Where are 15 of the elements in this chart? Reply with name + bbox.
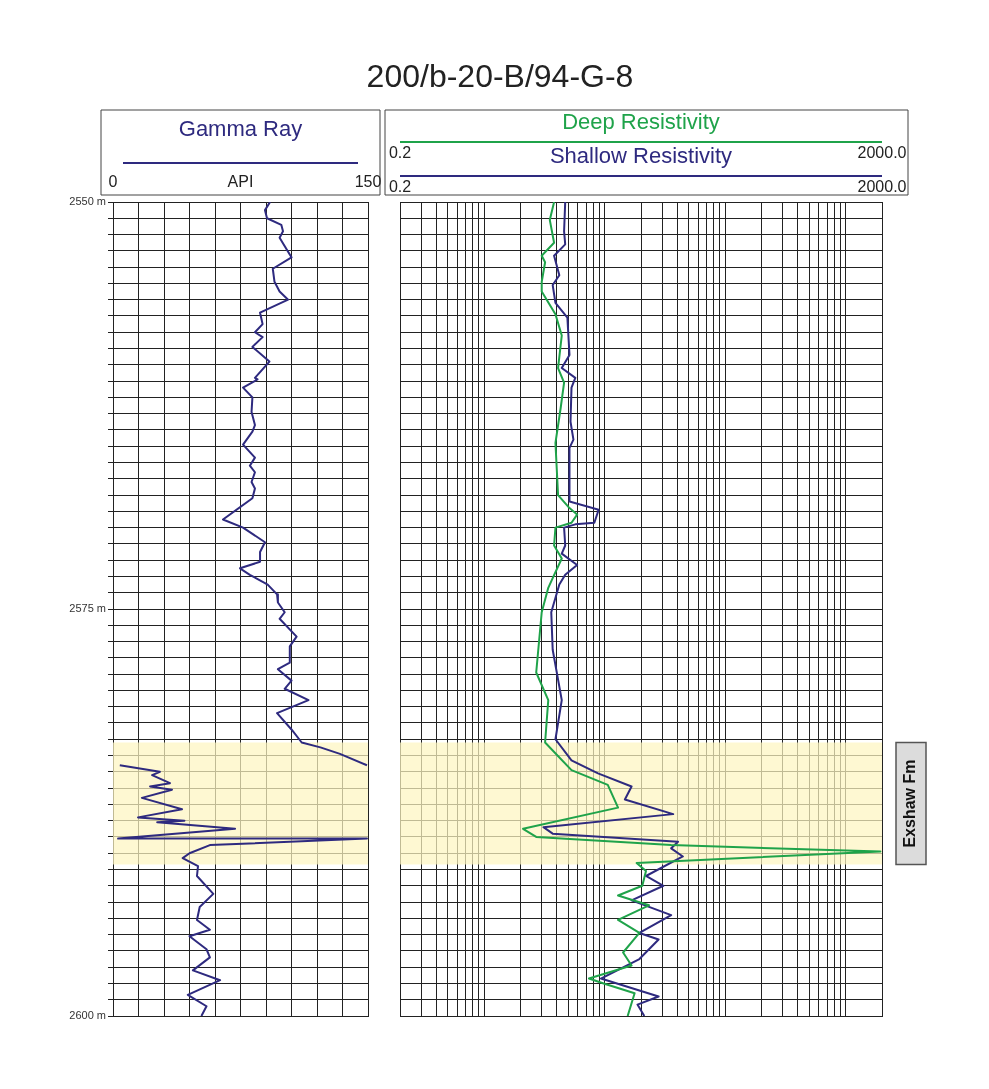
band-label: Exshaw Fm xyxy=(901,759,919,848)
x-tick-label: 0 xyxy=(108,173,118,191)
x-tick-label: 150 xyxy=(354,173,382,191)
text: 2000.0 xyxy=(857,144,907,162)
text: 0.2 xyxy=(388,144,412,162)
text: Gamma Ray xyxy=(178,116,303,142)
x-tick-label: 0.2 xyxy=(388,178,412,196)
y-tick-label: 2550 m xyxy=(69,195,106,208)
y-tick-label: 2575 m xyxy=(69,602,106,615)
x-axis-title: API xyxy=(227,173,254,191)
y-tick-label: 2600 m xyxy=(69,1009,106,1022)
text: Deep Resistivity xyxy=(562,109,720,135)
x-tick-label: 2000.0 xyxy=(857,178,907,196)
series-label: Shallow Resistivity xyxy=(549,143,733,169)
chart-title: 200/b-20-B/94-G-8 xyxy=(365,58,635,95)
